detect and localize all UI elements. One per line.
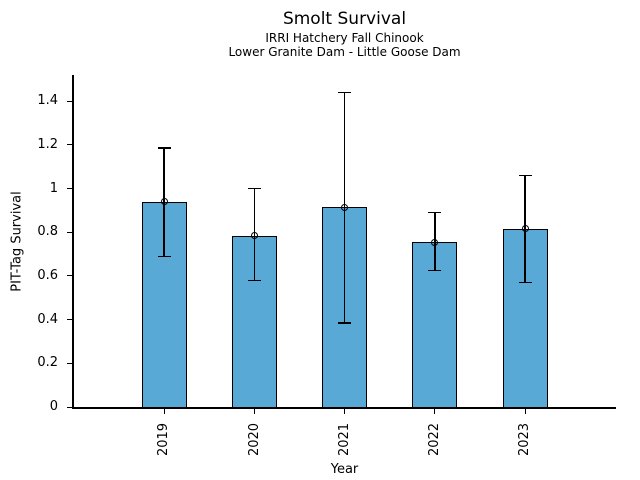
error-cap-top [518, 174, 532, 177]
error-cap-top [338, 91, 351, 94]
x-tick-label: 2019 [156, 422, 172, 456]
error-cap-bottom [518, 281, 532, 284]
y-axis-spine [72, 75, 74, 408]
chart-subtitle-line2: Lower Granite Dam - Little Goose Dam [228, 45, 461, 59]
error-cap-bottom [157, 255, 171, 258]
data-point-marker [250, 232, 258, 240]
y-tick-label: 1 [49, 180, 58, 196]
y-tick-label: 0.2 [37, 355, 58, 371]
y-tick [67, 144, 72, 146]
y-tick [67, 362, 72, 364]
x-tick-label: 2020 [246, 422, 262, 456]
error-cap-top [157, 147, 171, 149]
y-tick-label: 0.4 [37, 311, 58, 327]
x-tick-label-wrap: 2019 [144, 414, 184, 464]
x-tick-label: 2022 [427, 422, 443, 456]
data-point-marker [431, 238, 439, 246]
y-tick [67, 319, 72, 321]
y-tick [67, 100, 72, 102]
y-tick [67, 231, 72, 233]
y-tick-label: 1.2 [37, 136, 58, 152]
x-tick-label: 2021 [337, 422, 352, 456]
x-tick [163, 408, 165, 414]
y-tick [67, 188, 72, 190]
x-axis-label: Year [330, 462, 359, 477]
error-cap-top [428, 211, 442, 214]
chart-subtitle-line1: IRRI Hatchery Fall Chinook [265, 31, 424, 45]
chart-title: Smolt Survival [282, 9, 407, 29]
error-cap-bottom [247, 279, 261, 282]
x-tick [344, 408, 345, 414]
y-tick-label: 0.6 [37, 267, 58, 283]
data-point-marker [521, 225, 529, 233]
y-tick-label: 0.8 [37, 224, 58, 240]
data-point-marker [160, 198, 168, 206]
data-point-marker [341, 203, 348, 211]
error-cap-bottom [338, 322, 351, 324]
x-tick-label-wrap: 2021 [325, 414, 365, 464]
y-tick-label: 1.4 [37, 93, 58, 109]
x-tick-label-wrap: 2020 [234, 414, 274, 464]
x-tick-label-wrap: 2023 [505, 414, 545, 464]
error-cap-bottom [428, 269, 442, 272]
x-tick-label: 2023 [517, 422, 533, 456]
error-cap-top [247, 187, 261, 190]
x-tick [524, 408, 526, 414]
x-tick [253, 408, 255, 414]
x-tick-label-wrap: 2022 [415, 414, 455, 464]
x-tick [434, 408, 436, 414]
y-tick [67, 406, 72, 408]
y-tick [67, 275, 72, 277]
y-tick-label: 0 [49, 399, 58, 414]
